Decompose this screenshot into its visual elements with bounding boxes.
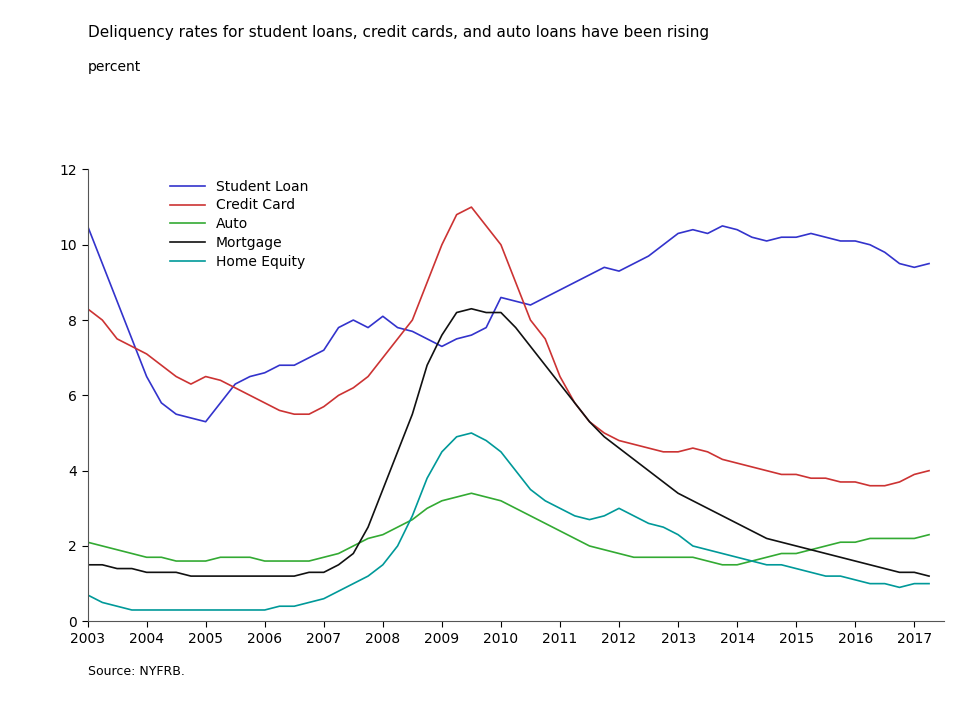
- Student Loan: [893, 259, 905, 268]
- Student Loan: [923, 259, 935, 268]
- Home Equity: [126, 606, 138, 614]
- Home Equity: [893, 583, 905, 592]
- Line: Home Equity: Home Equity: [88, 433, 929, 610]
- Credit Card: [923, 467, 935, 475]
- Home Equity: [465, 429, 477, 437]
- Student Loan: [199, 417, 211, 426]
- Mortgage: [893, 568, 905, 577]
- Line: Mortgage: Mortgage: [88, 309, 929, 576]
- Credit Card: [716, 455, 728, 464]
- Line: Auto: Auto: [88, 493, 929, 565]
- Credit Card: [82, 304, 93, 313]
- Student Loan: [82, 222, 93, 230]
- Home Equity: [923, 580, 935, 588]
- Credit Card: [805, 474, 816, 482]
- Home Equity: [672, 530, 684, 539]
- Mortgage: [185, 572, 197, 580]
- Text: Deliquency rates for student loans, credit cards, and auto loans have been risin: Deliquency rates for student loans, cred…: [88, 25, 708, 40]
- Credit Card: [465, 203, 477, 211]
- Mortgage: [672, 489, 684, 498]
- Auto: [465, 489, 477, 498]
- Auto: [273, 557, 285, 566]
- Text: Source: NYFRB.: Source: NYFRB.: [88, 665, 185, 678]
- Mortgage: [288, 572, 300, 580]
- Credit Card: [893, 478, 905, 486]
- Home Equity: [304, 598, 315, 606]
- Student Loan: [288, 361, 300, 369]
- Credit Card: [864, 481, 876, 490]
- Student Loan: [304, 354, 315, 362]
- Auto: [732, 561, 743, 569]
- Line: Credit Card: Credit Card: [88, 207, 929, 486]
- Mortgage: [465, 304, 477, 313]
- Student Loan: [716, 222, 728, 230]
- Credit Card: [658, 448, 669, 456]
- Home Equity: [732, 553, 743, 561]
- Auto: [716, 561, 728, 569]
- Auto: [658, 553, 669, 561]
- Mortgage: [923, 572, 935, 580]
- Auto: [820, 542, 832, 550]
- Credit Card: [288, 410, 300, 419]
- Legend: Student Loan, Credit Card, Auto, Mortgage, Home Equity: Student Loan, Credit Card, Auto, Mortgag…: [164, 174, 314, 275]
- Auto: [288, 557, 300, 566]
- Home Equity: [288, 602, 300, 611]
- Student Loan: [805, 229, 816, 238]
- Auto: [893, 534, 905, 543]
- Line: Student Loan: Student Loan: [88, 226, 929, 421]
- Student Loan: [658, 241, 669, 249]
- Mortgage: [82, 561, 93, 569]
- Home Equity: [82, 591, 93, 599]
- Auto: [923, 530, 935, 539]
- Text: percent: percent: [88, 60, 141, 74]
- Mortgage: [732, 519, 743, 527]
- Credit Card: [273, 406, 285, 414]
- Mortgage: [304, 568, 315, 577]
- Auto: [82, 538, 93, 546]
- Mortgage: [820, 549, 832, 558]
- Home Equity: [820, 572, 832, 580]
